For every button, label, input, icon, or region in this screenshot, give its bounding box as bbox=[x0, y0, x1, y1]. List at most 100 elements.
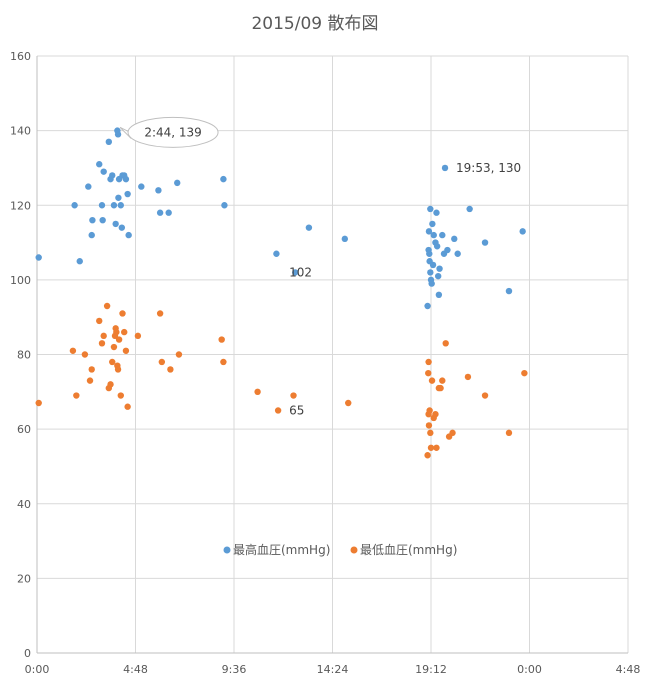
point-diastolic bbox=[428, 377, 436, 384]
annotation-label: 102 bbox=[289, 265, 312, 279]
point-diastolic bbox=[134, 332, 142, 340]
x-tick-label: 0:00 bbox=[517, 663, 542, 676]
x-tick-label: 4:48 bbox=[123, 663, 148, 676]
point-systolic bbox=[89, 216, 96, 224]
annotation-label: 65 bbox=[289, 403, 304, 417]
point-diastolic bbox=[274, 407, 282, 414]
point-diastolic bbox=[345, 399, 352, 407]
point-systolic bbox=[429, 220, 436, 228]
point-diastolic bbox=[122, 347, 130, 354]
y-axis-ticks: 0 20 40 60 80 100 120 140 160 bbox=[10, 50, 31, 660]
point-systolic bbox=[35, 254, 42, 261]
point-systolic bbox=[454, 250, 461, 257]
point-systolic bbox=[109, 172, 116, 179]
point-diastolic bbox=[35, 399, 42, 407]
point-systolic bbox=[99, 216, 106, 224]
point-diastolic bbox=[254, 388, 261, 396]
y-tick-label: 140 bbox=[10, 125, 31, 138]
point-systolic bbox=[105, 138, 113, 146]
axes bbox=[36, 56, 628, 654]
point-systolic bbox=[110, 202, 118, 209]
point-diastolic bbox=[107, 381, 114, 388]
point-systolic bbox=[155, 187, 162, 194]
point-systolic bbox=[441, 164, 449, 172]
point-diastolic bbox=[115, 336, 123, 343]
annotation-label: 2:44, 139 bbox=[144, 125, 201, 139]
point-diastolic bbox=[119, 310, 126, 317]
point-systolic bbox=[451, 235, 458, 243]
point-diastolic bbox=[449, 429, 456, 437]
x-tick-label: 4:48 bbox=[616, 663, 641, 676]
point-systolic bbox=[165, 209, 172, 216]
point-systolic bbox=[519, 228, 526, 235]
point-diastolic bbox=[73, 392, 80, 399]
point-systolic bbox=[427, 205, 434, 213]
point-diastolic bbox=[86, 377, 94, 384]
point-diastolic bbox=[427, 429, 434, 437]
point-diastolic bbox=[121, 328, 128, 336]
y-tick-label: 120 bbox=[10, 199, 31, 212]
point-systolic bbox=[117, 202, 124, 209]
point-diastolic bbox=[426, 407, 433, 414]
point-diastolic bbox=[100, 332, 107, 340]
point-systolic bbox=[85, 183, 92, 190]
x-axis-ticks: 0:00 4:48 9:36 14:24 19:12 0:00 4:48 bbox=[25, 663, 641, 676]
point-diastolic bbox=[427, 444, 435, 451]
point-systolic bbox=[427, 269, 434, 276]
point-systolic bbox=[122, 175, 130, 183]
y-tick-label: 60 bbox=[17, 423, 31, 436]
point-systolic bbox=[118, 224, 126, 231]
point-diastolic bbox=[113, 328, 120, 336]
point-diastolic bbox=[98, 340, 106, 347]
gridlines bbox=[37, 55, 629, 653]
annotation-label: 19:53, 130 bbox=[456, 161, 521, 175]
x-tick-label: 19:12 bbox=[415, 663, 447, 676]
point-systolic bbox=[444, 246, 451, 254]
point-diastolic bbox=[442, 340, 449, 347]
point-systolic bbox=[112, 220, 119, 228]
point-diastolic bbox=[505, 429, 513, 437]
point-diastolic bbox=[521, 369, 528, 377]
point-systolic bbox=[434, 272, 442, 280]
y-tick-label: 20 bbox=[17, 572, 31, 585]
point-diastolic bbox=[290, 392, 297, 399]
point-diastolic bbox=[439, 377, 446, 384]
point-diastolic bbox=[88, 366, 95, 373]
x-tick-label: 9:36 bbox=[222, 663, 247, 676]
y-tick-label: 160 bbox=[10, 50, 31, 63]
legend-label-systolic: 最高血圧(mmHg) bbox=[233, 542, 330, 557]
point-diastolic bbox=[103, 302, 111, 310]
chart-title: 2015/09 散布図 bbox=[251, 14, 378, 34]
point-systolic bbox=[71, 202, 78, 209]
annotations: 2:44, 139 19:53, 130 102 65 bbox=[119, 116, 521, 417]
point-diastolic bbox=[114, 366, 122, 373]
point-diastolic bbox=[425, 358, 432, 366]
point-diastolic bbox=[175, 351, 183, 358]
point-systolic bbox=[98, 202, 106, 209]
point-diastolic bbox=[425, 369, 432, 377]
point-systolic bbox=[125, 231, 132, 239]
point-systolic bbox=[114, 131, 122, 138]
point-diastolic bbox=[81, 351, 89, 358]
point-systolic bbox=[430, 231, 437, 239]
point-diastolic bbox=[167, 366, 174, 373]
point-diastolic bbox=[69, 347, 77, 354]
point-systolic bbox=[429, 261, 437, 269]
point-systolic bbox=[505, 287, 513, 295]
point-systolic bbox=[138, 183, 145, 190]
point-diastolic bbox=[481, 392, 489, 399]
point-systolic bbox=[466, 205, 473, 213]
point-systolic bbox=[428, 280, 435, 287]
point-diastolic bbox=[158, 358, 166, 366]
point-systolic bbox=[124, 190, 131, 198]
y-tick-label: 40 bbox=[17, 498, 31, 511]
y-tick-label: 0 bbox=[24, 647, 31, 660]
point-diastolic bbox=[220, 358, 227, 366]
point-systolic bbox=[436, 265, 443, 272]
point-systolic bbox=[100, 168, 107, 175]
point-diastolic bbox=[425, 422, 433, 429]
point-systolic bbox=[426, 250, 433, 257]
point-systolic bbox=[425, 228, 433, 235]
x-tick-label: 0:00 bbox=[25, 663, 50, 676]
point-systolic bbox=[433, 243, 441, 250]
